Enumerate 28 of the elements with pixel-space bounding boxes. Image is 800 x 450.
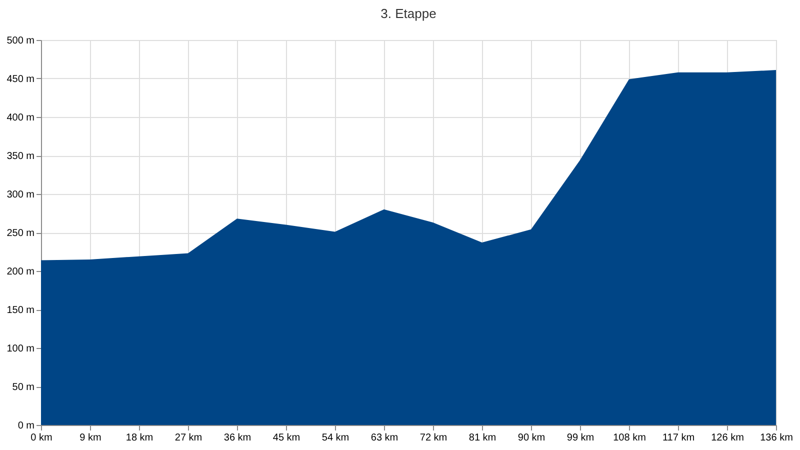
y-tick-label: 0 m — [18, 420, 34, 432]
chart-title: 3. Etappe — [380, 6, 436, 21]
y-tick-label: 200 m — [6, 266, 34, 278]
y-tick-label: 500 m — [6, 36, 34, 46]
x-tick-label: 99 km — [566, 432, 594, 444]
y-tick-label: 250 m — [6, 228, 34, 239]
x-tick-label: 27 km — [174, 432, 202, 444]
y-tick-label: 350 m — [6, 151, 34, 162]
x-tick-label: 45 km — [272, 432, 300, 444]
x-tick-label: 117 km — [662, 432, 695, 444]
x-tick-label: 9 km — [80, 432, 102, 444]
y-tick-label: 100 m — [6, 344, 34, 354]
x-tick-label: 63 km — [370, 432, 398, 444]
y-tick-label: 150 m — [6, 305, 34, 316]
y-tick-label: 400 m — [6, 112, 34, 124]
x-tick-label: 0 km — [30, 432, 52, 444]
x-tick-label: 54 km — [322, 432, 350, 444]
x-tick-label: 108 km — [613, 432, 646, 444]
y-tick-label: 50 m — [12, 382, 34, 393]
x-tick-label: 81 km — [468, 432, 496, 444]
x-tick-label: 126 km — [711, 432, 744, 444]
y-tick-label: 450 m — [6, 74, 34, 85]
x-tick-label: 18 km — [126, 432, 154, 444]
x-tick-label: 136 km — [760, 432, 793, 444]
x-tick-label: 36 km — [224, 432, 252, 444]
x-tick-label: 72 km — [420, 432, 448, 444]
x-tick-label: 90 km — [518, 432, 546, 444]
y-tick-label: 300 m — [6, 190, 34, 200]
